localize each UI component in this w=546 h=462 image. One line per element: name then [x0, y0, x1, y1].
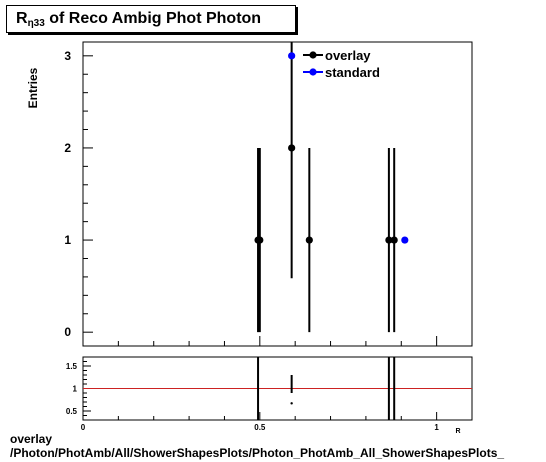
ratio-x-tick-label: 0: [81, 423, 86, 432]
overlay-data-point: [390, 236, 398, 244]
standard-data-point: [401, 236, 409, 244]
main-frame-rect: [82, 41, 473, 347]
main-y-axis: [82, 55, 473, 346]
ratio-data-marks: [83, 357, 472, 420]
overlay-data-point: [256, 236, 264, 244]
ratio-x-tick-label: 0.5: [254, 423, 266, 432]
y-tick-label: 0: [64, 325, 71, 339]
footer-line-2: /Photon/PhotAmb/All/ShowerShapesPlots/Ph…: [10, 446, 505, 460]
legend-label-standard: standard: [325, 65, 380, 80]
footer-caption: overlay /Photon/PhotAmb/All/ShowerShapes…: [10, 432, 504, 460]
overlay-data-point: [288, 144, 296, 152]
ratio-data-point: [290, 402, 293, 405]
legend-marker-overlay: [309, 51, 317, 59]
overlay-data-point: [305, 236, 313, 244]
y-tick-label: 1: [64, 233, 71, 247]
overlay-data-point: [385, 236, 393, 244]
y-tick-label: 3: [64, 49, 71, 63]
x-axis-label: R: [455, 428, 460, 435]
legend-label-overlay: overlay: [325, 48, 371, 63]
footer-line-1: overlay: [10, 432, 53, 446]
ratio-y-tick-label: 1.5: [66, 362, 78, 371]
legend-marker-standard: [309, 68, 317, 76]
chart-title: Rη33 of Reco Ambig Phot Photon: [16, 10, 262, 29]
main-plot-frame: [82, 41, 473, 347]
ratio-y-tick-label: 0.5: [66, 407, 78, 416]
title-box: Rη33 of Reco Ambig Phot Photon: [6, 5, 296, 33]
main-y-tick-labels: 0 1 2 3: [64, 49, 71, 339]
ratio-x-tick-label: 1: [434, 423, 439, 432]
ratio-axes: 0.511.50 0.5 1 R: [66, 361, 473, 435]
legend: overlay standard: [303, 48, 380, 80]
y-tick-label: 2: [64, 141, 71, 155]
ratio-y-tick-label: 1: [73, 385, 78, 394]
standard-data-point: [288, 52, 296, 60]
y-axis-label: Entries: [26, 67, 40, 108]
main-data-marks: [254, 42, 409, 333]
